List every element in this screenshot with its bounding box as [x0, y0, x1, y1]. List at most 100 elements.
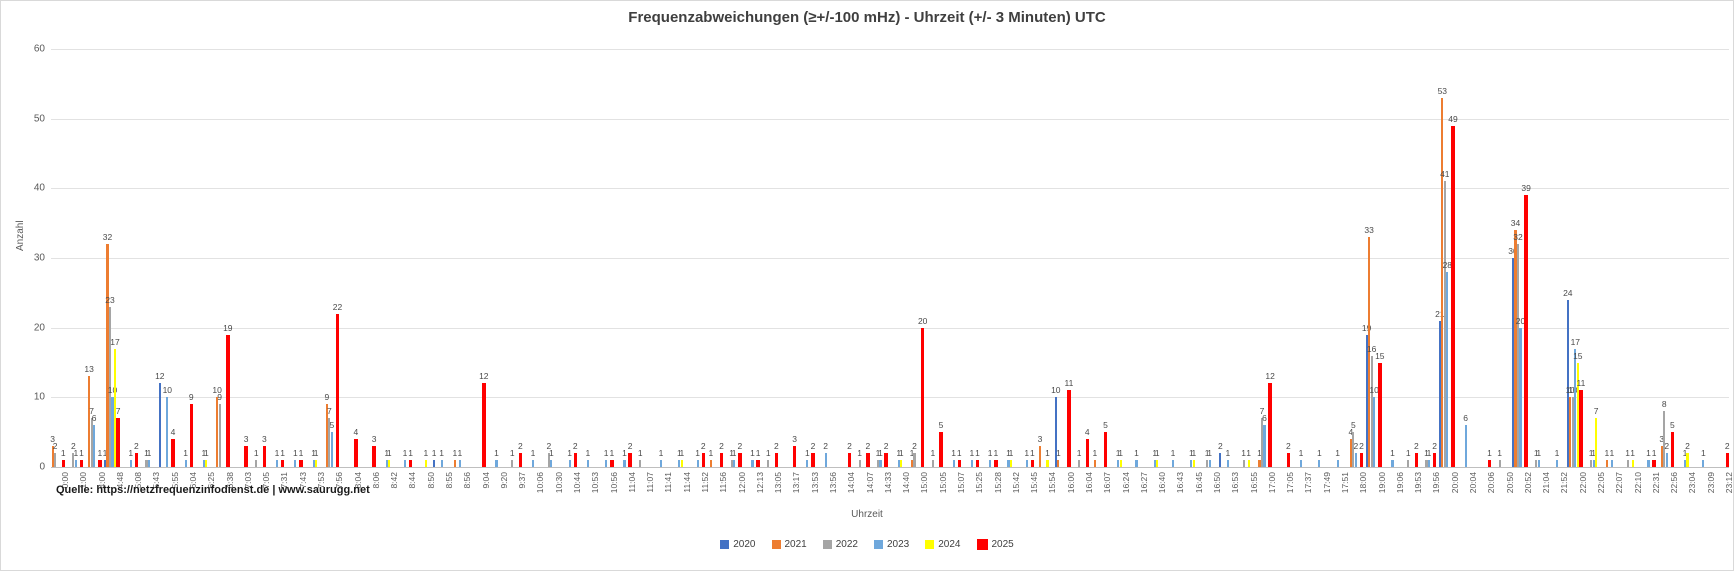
- data-label: 2: [865, 441, 871, 452]
- bar-2025: [226, 334, 230, 467]
- data-label: 2: [1414, 441, 1419, 452]
- data-label: 11: [1064, 378, 1074, 389]
- y-tick-label: 10: [33, 391, 45, 403]
- data-label: 41: [1440, 169, 1450, 180]
- bar-2024: [680, 460, 683, 467]
- bar-2022: [90, 418, 93, 467]
- x-tick-label: 8:06: [370, 472, 381, 489]
- bar-2023: [733, 460, 736, 467]
- bar-2025: [884, 453, 888, 467]
- bar-2021: [709, 460, 712, 467]
- data-label: 2: [737, 441, 743, 452]
- data-label: 1: [402, 448, 408, 459]
- data-label: 1: [408, 448, 414, 459]
- bar-2023: [1336, 460, 1339, 467]
- bar-2024: [113, 348, 116, 467]
- bar-2022: [639, 460, 642, 467]
- bar-2021: [325, 404, 328, 467]
- x-tick-label: 16:40: [1157, 472, 1168, 494]
- bar-2024: [424, 460, 427, 467]
- data-label: 12: [479, 371, 489, 382]
- x-tick-label: 13:17: [791, 472, 802, 494]
- data-label: 1: [765, 448, 771, 459]
- legend-label-2020: 2020: [733, 539, 756, 550]
- x-tick-label: 19:53: [1413, 472, 1424, 494]
- data-label: 1: [128, 448, 134, 459]
- bar-2025: [189, 404, 193, 467]
- data-label: 1: [1188, 448, 1194, 459]
- data-label: 1: [729, 448, 735, 459]
- data-label: 1: [898, 448, 904, 459]
- bar-2020: [103, 460, 106, 467]
- bar-2023: [385, 460, 388, 467]
- y-tick-label: 60: [33, 43, 45, 55]
- x-tick-label: 16:50: [1212, 472, 1222, 494]
- bar-2023: [879, 460, 882, 467]
- data-label: 1: [951, 448, 956, 459]
- data-label: 7: [89, 406, 95, 417]
- data-label: 1: [494, 448, 499, 459]
- data-label: 6: [1262, 413, 1267, 424]
- y-tick-label: 50: [33, 113, 45, 125]
- bar-2023: [147, 460, 151, 467]
- bar-2025: [975, 460, 980, 467]
- data-label: 1: [509, 448, 515, 459]
- bar-2023: [1537, 460, 1540, 467]
- bar-2023: [659, 460, 663, 467]
- bar-2023: [1610, 460, 1613, 467]
- bar-2023: [1464, 425, 1467, 467]
- bar-2022: [913, 453, 916, 467]
- x-tick-label: 16:24: [1120, 472, 1131, 494]
- bar-2023: [806, 460, 809, 467]
- bar-2022: [1571, 397, 1574, 467]
- bar-2025: [774, 453, 779, 467]
- data-label: 1: [452, 448, 458, 459]
- x-tick-label: 16:45: [1193, 472, 1204, 494]
- bar-2023: [1190, 460, 1193, 467]
- bar-2020: [1511, 258, 1514, 467]
- x-tick-label: 17:37: [1303, 472, 1314, 494]
- x-tick-label: 15:42: [1010, 472, 1021, 494]
- data-label: 1: [1225, 448, 1231, 459]
- data-label: 5: [938, 420, 944, 431]
- data-label: 12: [155, 371, 165, 382]
- bar-2025: [1670, 432, 1675, 467]
- bar-2023: [74, 460, 77, 467]
- data-label: 2: [1218, 441, 1223, 452]
- data-label: 1: [1316, 448, 1322, 459]
- bar-2025: [701, 453, 705, 467]
- x-tick-label: 22:00: [1577, 472, 1588, 494]
- x-tick-label: 9:37: [517, 472, 528, 489]
- legend-item-2022: 2022: [822, 539, 858, 550]
- bar-2023: [403, 460, 407, 467]
- data-label: 1: [102, 448, 108, 459]
- data-label: 1: [1533, 448, 1539, 459]
- data-label: 1: [1170, 448, 1176, 459]
- bar-2025: [171, 439, 175, 467]
- bar-2022: [1206, 460, 1209, 467]
- data-label: 2: [546, 441, 552, 452]
- bar-2025: [354, 439, 358, 467]
- bar-2025: [573, 453, 577, 467]
- bar-2023: [1171, 460, 1175, 467]
- data-label: 32: [102, 232, 113, 243]
- bar-2025: [98, 460, 102, 467]
- data-label: 2: [1432, 441, 1438, 452]
- x-tick-label: 22:05: [1596, 472, 1606, 494]
- data-label: 1: [423, 448, 429, 459]
- bar-2025: [939, 432, 943, 467]
- data-label: 1: [585, 448, 591, 459]
- bar-2022: [1352, 432, 1355, 467]
- bar-2025: [1579, 390, 1583, 467]
- data-label: 2: [700, 441, 706, 452]
- data-label: 12: [1265, 371, 1275, 382]
- bar-2023: [1702, 460, 1705, 467]
- data-label: 2: [1359, 441, 1364, 452]
- x-tick-label: 10:56: [608, 472, 619, 494]
- bar-2025: [1451, 125, 1455, 467]
- data-label: 10: [1369, 385, 1379, 396]
- bar-2024: [900, 460, 903, 467]
- data-label: 1: [1298, 448, 1304, 459]
- bar-2023: [202, 460, 205, 467]
- x-axis-line: [51, 467, 1729, 468]
